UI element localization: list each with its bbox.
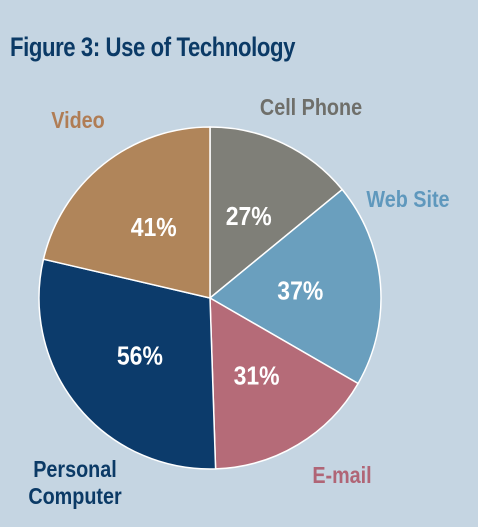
pie-category-label-video: Video	[51, 108, 104, 134]
pie-slice-personal-computer	[38, 258, 217, 470]
pie-slice-web-site	[208, 188, 382, 385]
pie-category-label-cell-phone: Cell Phone	[260, 95, 362, 121]
pie-slice-e-mail	[209, 296, 360, 470]
pie-category-label-personal-computer: Personal Computer	[28, 457, 122, 510]
pie-category-label-e-mail: E-mail	[312, 463, 371, 489]
pie-value-label-video: 41%	[131, 212, 177, 242]
pie-value-label-e-mail: 31%	[234, 361, 280, 391]
pie-value-label-cell-phone: 27%	[226, 201, 272, 231]
pie-slice-cell-phone	[209, 126, 344, 300]
pie-category-label-web-site: Web Site	[366, 187, 449, 213]
chart-title: Figure 3: Use of Technology	[10, 32, 295, 62]
pie-value-label-personal-computer: 56%	[117, 341, 163, 371]
pie-category-labels: Cell Phone Web Site E-mail Personal Computer…	[28, 95, 449, 510]
pie-percentage-labels: 27% 37% 31% 56% 41%	[117, 201, 323, 391]
pie-slice-video	[42, 126, 211, 299]
pie-slices	[38, 126, 382, 470]
pie-value-label-web-site: 37%	[277, 276, 323, 306]
